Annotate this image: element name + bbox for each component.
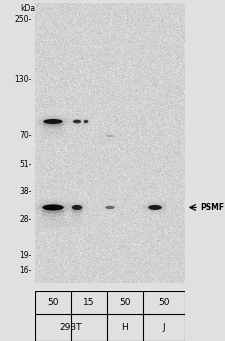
Ellipse shape (71, 209, 83, 212)
Text: J: J (163, 323, 165, 332)
Ellipse shape (71, 212, 83, 215)
Ellipse shape (145, 203, 165, 212)
Ellipse shape (39, 217, 67, 221)
Ellipse shape (41, 118, 65, 125)
Text: 38-: 38- (19, 187, 32, 196)
Ellipse shape (105, 206, 115, 209)
Ellipse shape (37, 201, 69, 213)
Ellipse shape (70, 215, 84, 218)
Ellipse shape (106, 135, 114, 137)
Ellipse shape (42, 123, 64, 126)
Text: PSMF1: PSMF1 (200, 203, 225, 212)
Text: 130-: 130- (14, 75, 32, 84)
Ellipse shape (42, 204, 64, 210)
Text: 50: 50 (119, 298, 131, 307)
Text: 50: 50 (158, 298, 170, 307)
Text: 28-: 28- (19, 215, 32, 224)
Ellipse shape (148, 205, 162, 210)
Ellipse shape (104, 205, 116, 210)
Ellipse shape (40, 203, 66, 212)
Ellipse shape (72, 119, 82, 124)
Ellipse shape (84, 120, 88, 123)
Ellipse shape (43, 119, 63, 124)
Text: 50: 50 (47, 298, 59, 307)
Ellipse shape (70, 204, 83, 211)
Text: 70-: 70- (19, 132, 32, 140)
Ellipse shape (72, 205, 82, 210)
Ellipse shape (41, 209, 65, 213)
Text: 16-: 16- (19, 266, 32, 275)
Ellipse shape (69, 203, 85, 212)
Text: kDa: kDa (20, 4, 35, 13)
Ellipse shape (83, 119, 89, 124)
Ellipse shape (146, 204, 163, 211)
Text: H: H (122, 323, 128, 332)
Ellipse shape (41, 126, 65, 129)
Ellipse shape (40, 213, 66, 217)
Text: 51-: 51- (19, 160, 32, 169)
Text: 15: 15 (83, 298, 95, 307)
Text: 19-: 19- (19, 251, 32, 260)
Text: 293T: 293T (60, 323, 82, 332)
Ellipse shape (40, 129, 66, 132)
Text: 250-: 250- (14, 15, 32, 24)
Ellipse shape (38, 117, 68, 127)
Ellipse shape (73, 120, 81, 123)
